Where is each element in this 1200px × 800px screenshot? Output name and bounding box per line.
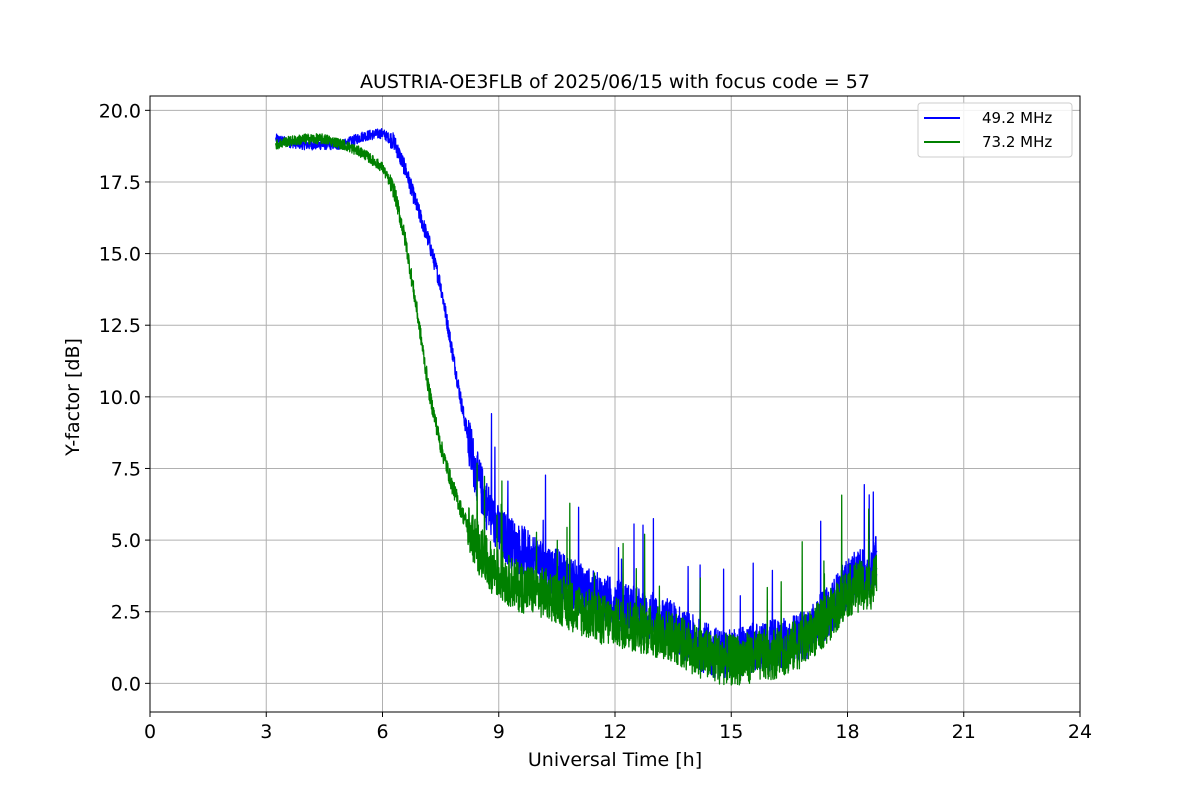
data-point	[730, 659, 733, 662]
x-tick-label: 18	[835, 721, 859, 743]
data-point	[393, 189, 395, 192]
data-point	[875, 567, 878, 570]
y-tick-label: 15.0	[99, 244, 141, 266]
data-point	[497, 573, 500, 576]
data-point	[381, 132, 384, 135]
data-point	[846, 590, 849, 593]
data-point	[633, 625, 636, 627]
data-point	[858, 585, 860, 587]
data-point	[652, 616, 655, 619]
data-point	[428, 390, 430, 392]
data-point	[497, 530, 500, 533]
data-point	[556, 596, 558, 599]
data-point	[284, 141, 287, 143]
data-point	[342, 143, 345, 146]
data-point	[614, 602, 616, 604]
x-tick-label: 6	[376, 721, 388, 743]
data-point	[517, 547, 519, 550]
data-point	[474, 470, 477, 473]
data-point	[875, 550, 878, 553]
data-point	[323, 138, 326, 140]
data-point	[827, 616, 829, 619]
data-point	[275, 143, 277, 146]
y-tick-label: 20.0	[99, 100, 141, 122]
y-tick-label: 12.5	[99, 315, 141, 337]
data-point	[575, 608, 578, 610]
data-point	[304, 143, 306, 146]
data-point	[451, 484, 454, 487]
data-point	[769, 653, 771, 656]
data-point	[416, 206, 419, 209]
x-tick-label: 21	[952, 721, 976, 743]
series-trace	[275, 133, 878, 686]
x-tick-label: 0	[144, 721, 156, 743]
data-point	[614, 622, 616, 624]
legend-label: 73.2 MHz	[982, 133, 1052, 151]
data-point	[866, 588, 868, 590]
data-point	[416, 312, 419, 315]
data-point	[691, 648, 694, 650]
data-point	[769, 645, 771, 647]
data-point	[439, 284, 442, 286]
plot-series	[275, 127, 878, 686]
y-tick-label: 17.5	[99, 172, 141, 194]
data-point	[594, 616, 597, 619]
data-point	[672, 636, 674, 639]
data-point	[362, 135, 364, 137]
y-tick-label: 7.5	[111, 458, 141, 480]
x-tick-label: 9	[493, 721, 505, 743]
data-point	[873, 579, 876, 582]
data-point	[486, 562, 488, 564]
x-axis: 0 3 6 9 12 15 18 21 24	[144, 712, 1092, 743]
data-point	[393, 141, 395, 143]
data-point	[428, 241, 430, 243]
data-point	[711, 656, 713, 659]
series-green	[275, 133, 878, 686]
chart-title: AUSTRIA-OE3FLB of 2025/06/15 with focus …	[360, 71, 870, 93]
legend-label: 49.2 MHz	[982, 109, 1052, 127]
y-tick-label: 5.0	[111, 530, 141, 552]
y-tick-label: 2.5	[111, 602, 141, 624]
legend-box	[917, 102, 1073, 158]
data-point	[451, 350, 454, 352]
data-point	[439, 444, 442, 447]
data-point	[304, 138, 306, 140]
data-point	[749, 656, 752, 659]
legend: 49.2 MHz 73.2 MHz	[917, 102, 1073, 158]
data-point	[486, 504, 488, 507]
x-axis-label: Universal Time [h]	[528, 749, 702, 771]
y-tick-label: 0.0	[111, 673, 141, 695]
data-point	[575, 585, 578, 587]
data-point	[463, 516, 465, 518]
y-tick-label: 10.0	[99, 387, 141, 409]
x-tick-label: 12	[603, 721, 627, 743]
data-point	[536, 590, 539, 593]
data-point	[463, 416, 465, 418]
data-point	[323, 143, 326, 146]
y-axis: 0.0 2.5 5.0 7.5 10.0 12.5 15.0 17.5 20.0	[99, 100, 150, 695]
data-point	[807, 636, 810, 639]
x-tick-label: 15	[719, 721, 743, 743]
data-point	[652, 630, 655, 633]
x-tick-label: 3	[260, 721, 272, 743]
data-point	[517, 585, 519, 587]
y-axis-label: Y-factor [dB]	[62, 338, 84, 457]
data-point	[788, 648, 791, 650]
x-tick-label: 24	[1068, 721, 1092, 743]
data-point	[381, 166, 384, 169]
data-point	[404, 169, 407, 172]
data-point	[275, 138, 277, 140]
data-point	[474, 542, 477, 544]
data-point	[404, 241, 407, 243]
data-point	[362, 152, 364, 155]
